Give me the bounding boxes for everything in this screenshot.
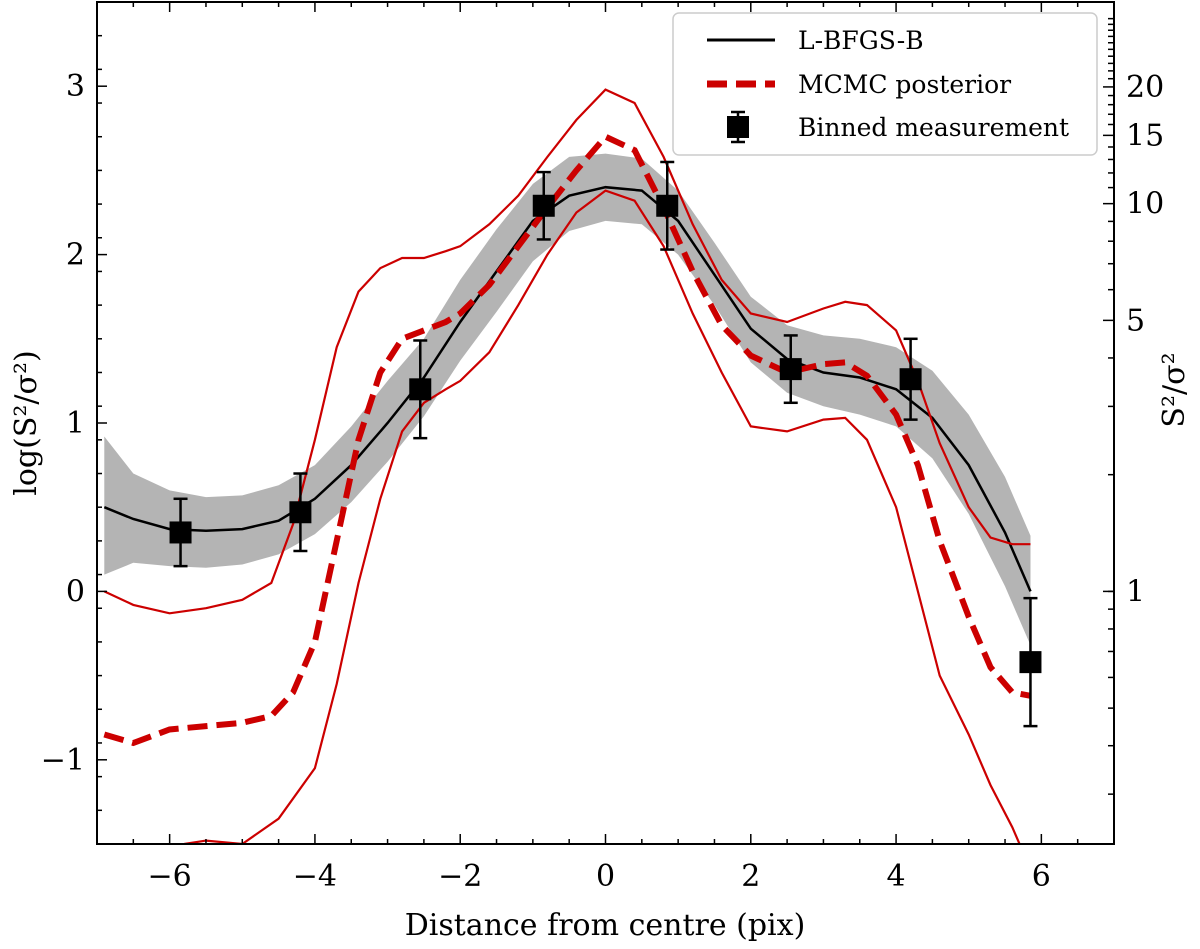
mcmc-lower-bound-line xyxy=(184,189,1021,844)
legend: L-BFGS-B MCMC posterior Binned measureme… xyxy=(672,12,1098,156)
x-tick-label: 4 xyxy=(887,859,906,894)
x-axis-label: Distance from centre (pix) xyxy=(405,908,806,943)
y-tick-label: −1 xyxy=(41,743,85,778)
right-tick-label: 15 xyxy=(1126,118,1164,153)
binned-measurement-point xyxy=(1019,596,1042,728)
y-tick-label: 2 xyxy=(66,238,85,273)
binned-measurement-point xyxy=(656,160,679,251)
fit-line-lbfgsb xyxy=(103,185,1032,592)
x-tick-label: −4 xyxy=(293,859,337,894)
binned-measurement-point xyxy=(289,472,312,553)
mcmc-posterior-line xyxy=(103,133,1032,747)
fit-uncertainty-band xyxy=(104,153,1031,646)
right-tick-label: 5 xyxy=(1126,303,1145,338)
right-axis-label: S²/σ² xyxy=(1157,352,1192,427)
legend-box xyxy=(672,12,1098,156)
right-tick-label: 10 xyxy=(1126,187,1164,222)
binned-measurement-point xyxy=(779,334,802,405)
x-tick-label: 6 xyxy=(1032,859,1051,894)
y-tick-label: 1 xyxy=(66,406,85,441)
legend-label-lbfgsb: L-BFGS-B xyxy=(798,26,924,55)
mcmc-upper-bound-line xyxy=(103,88,1031,615)
legend-label-mcmc: MCMC posterior xyxy=(798,70,1011,99)
x-tick-label: −2 xyxy=(438,859,482,894)
x-tick-label: 2 xyxy=(741,859,760,894)
y-axis-label: log(S²/σ²) xyxy=(9,350,44,495)
y-tick-label: 3 xyxy=(66,69,85,104)
binned-measurement-point xyxy=(899,337,922,421)
right-tick-label: 1 xyxy=(1126,574,1145,609)
binned-measurement-point xyxy=(532,170,555,241)
binned-measurement-point xyxy=(409,339,432,440)
right-tick-label: 20 xyxy=(1126,70,1164,105)
x-tick-label: −6 xyxy=(148,859,192,894)
x-tick-label: 0 xyxy=(596,859,615,894)
legend-swatch-binned xyxy=(727,110,749,144)
binned-measurement-point xyxy=(169,497,192,568)
legend-label-binned: Binned measurement xyxy=(798,113,1069,142)
y-tick-label: 0 xyxy=(66,574,85,609)
